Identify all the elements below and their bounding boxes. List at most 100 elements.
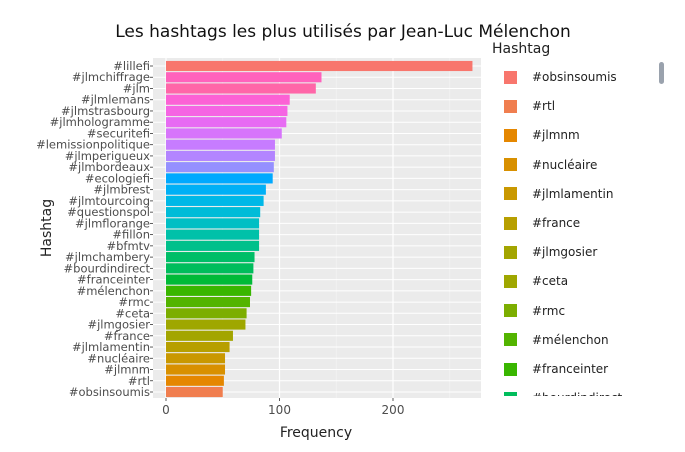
bar-ceta <box>166 308 247 319</box>
legend-label: #jlmlamentin <box>532 186 614 201</box>
legend-swatch <box>504 187 517 201</box>
legend-item: #rmc <box>504 301 565 321</box>
bar-jlmbrest <box>166 184 266 195</box>
bar-jlmlemans <box>166 94 290 105</box>
bar-rtl <box>166 375 224 386</box>
legend-label: #obsinsoumis <box>532 70 617 84</box>
legend-item: #jlmnm <box>504 125 580 145</box>
bar-ecologiefi <box>166 173 273 184</box>
bar-jlmtourcoing <box>166 195 264 206</box>
y-tick-label: #jlmflorange <box>75 216 150 230</box>
y-tick-label: #rmc <box>118 295 150 309</box>
y-tick-label: #fillon <box>112 228 150 242</box>
legend-swatch <box>504 304 517 318</box>
y-tick-label: #ecologiefi <box>85 171 150 185</box>
bar-jlmlamentin <box>166 341 230 353</box>
bars <box>166 60 473 398</box>
legend-item: #jlmgosier <box>504 242 597 262</box>
legend-item: #france <box>504 213 580 233</box>
legend-scrollbar[interactable] <box>659 62 664 84</box>
bar-mélenchon <box>166 285 252 296</box>
bar-jlmnm <box>166 364 226 375</box>
bar-jlm <box>166 83 316 94</box>
legend-swatch <box>504 391 517 396</box>
legend-item: #franceinter <box>504 359 608 379</box>
bar-jlmflorange <box>166 218 260 229</box>
bar-fillon <box>166 229 260 240</box>
bar-jlmstrasbourg <box>166 105 288 117</box>
bar-france <box>166 330 233 341</box>
legend[interactable]: #obsinsoumis #rtl #jlmnm #nucléaire #jlmlame… <box>490 60 680 396</box>
bar-franceinter <box>166 274 253 285</box>
x-tick-label: 0 <box>162 403 170 417</box>
bar-jlmbordeaux <box>166 162 274 173</box>
legend-label: #bourdindirect <box>532 391 622 396</box>
bar-jlmchambery <box>166 252 255 263</box>
y-tick-label: #jlmchambery <box>65 250 150 264</box>
legend-swatch <box>504 274 517 288</box>
legend-swatch <box>504 99 517 113</box>
legend-swatch <box>504 158 517 172</box>
x-tick-labels: 0 100 200 <box>162 398 404 417</box>
y-tick-label: #bourdindirect <box>64 261 151 275</box>
x-axis-label: Frequency <box>280 425 352 441</box>
legend-swatch <box>504 245 517 259</box>
y-tick-label: #jlmhologramme <box>50 115 150 129</box>
legend-label: #rmc <box>532 303 566 318</box>
y-tick-label: #securitefi <box>87 126 150 140</box>
legend-swatch <box>504 333 517 347</box>
legend-item: #ceta <box>504 271 568 291</box>
y-tick-label: #lillefi <box>113 59 150 73</box>
legend-label: #jlmgosier <box>532 245 598 260</box>
legend-item: #nucléaire <box>504 155 597 175</box>
y-tick-label: #jlmlemans <box>81 93 150 107</box>
legend-item: #bourdindirect <box>504 388 622 396</box>
y-tick-labels: #lillefi#jlmchiffrage#jlm#jlmlemans#jlms… <box>36 59 153 399</box>
y-tick-label: #questionspol <box>67 205 150 219</box>
legend-label: #france <box>532 216 581 230</box>
bar-lillefi <box>166 60 473 72</box>
y-tick-label: #bfmtv <box>106 239 150 253</box>
legend-label: #mélenchon <box>532 332 609 347</box>
y-tick-label: #jlmchiffrage <box>72 70 150 84</box>
legend-swatch <box>504 70 517 84</box>
legend-label: #jlmnm <box>532 128 580 143</box>
y-tick-label: #franceinter <box>77 273 150 287</box>
bar-jlmchiffrage <box>166 72 322 83</box>
legend-swatch <box>504 216 517 230</box>
legend-swatch <box>504 362 517 376</box>
legend-label: #rtl <box>532 99 556 114</box>
bar-bfmtv <box>166 240 260 251</box>
legend-item: #jlmlamentin <box>504 184 613 204</box>
y-tick-label: #jlmperigueux <box>65 149 150 163</box>
y-axis-label: Hashtag <box>39 199 55 257</box>
x-tick-label: 200 <box>382 403 405 417</box>
y-tick-label: #mélenchon <box>77 284 150 298</box>
legend-title: Hashtag <box>492 41 551 57</box>
bar-questionspol <box>166 207 261 218</box>
x-tick-label: 100 <box>268 403 291 417</box>
y-tick-label: #obsinsoumis <box>69 385 150 399</box>
y-tick-label: #jlmbrest <box>93 183 150 197</box>
legend-swatch <box>504 128 517 142</box>
legend-item: #mélenchon <box>504 330 609 350</box>
y-tick-label: #france <box>104 329 150 343</box>
legend-item: #obsinsoumis <box>504 67 617 87</box>
y-tick-label: #jlmbordeaux <box>68 160 150 174</box>
y-tick-label: #jlmtourcoing <box>68 194 150 208</box>
legend-label: #ceta <box>532 274 569 289</box>
y-tick-label: #jlmstrasbourg <box>61 104 150 118</box>
y-tick-label: #nucléaire <box>87 351 150 365</box>
chart-title: Les hashtags les plus utilisés par Jean-… <box>115 22 571 42</box>
y-tick-label: #ceta <box>115 306 150 320</box>
legend-item: #rtl <box>504 96 555 116</box>
bar-obsinsoumis <box>166 386 223 398</box>
bar-bourdindirect <box>166 263 254 274</box>
bar-jlmgosier <box>166 319 246 330</box>
bar-nucléaire <box>166 353 226 364</box>
y-tick-label: #jlmlamentin <box>72 340 150 354</box>
legend-label: #franceinter <box>532 362 609 376</box>
legend-label: #nucléaire <box>532 157 598 172</box>
bar-rmc <box>166 297 250 308</box>
